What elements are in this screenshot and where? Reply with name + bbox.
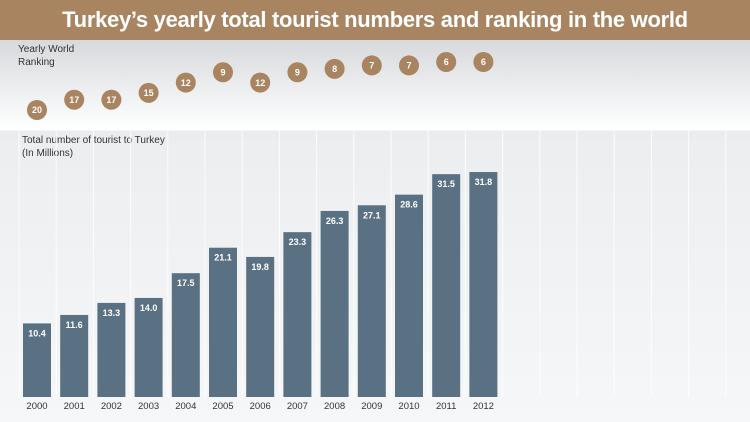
bar-value-label-2009: 27.1: [363, 210, 381, 220]
ranking-axis-label: Yearly World Ranking: [18, 44, 75, 68]
rank-value-2006: 12: [255, 78, 265, 88]
bar-2012: [469, 172, 498, 397]
bar-2003: [134, 297, 163, 397]
bar-2004: [171, 273, 200, 397]
rank-value-2000: 20: [32, 105, 42, 115]
rank-circle-2010: [399, 55, 419, 76]
bar-value-label-2004: 17.5: [177, 278, 195, 288]
bar-2006: [246, 256, 275, 397]
bar-2002: [97, 302, 126, 397]
year-label-2008: 2008: [324, 401, 345, 412]
rank-value-2001: 17: [69, 95, 79, 105]
bar-2005: [209, 247, 237, 397]
grid-lines: [18, 130, 727, 397]
bar-value-label-2006: 19.8: [251, 262, 269, 272]
rank-value-2002: 17: [106, 95, 116, 105]
bar-2009: [357, 205, 386, 397]
year-label-2003: 2003: [138, 401, 159, 412]
rank-circle-2004: [175, 72, 196, 93]
bar-2001: [60, 314, 89, 397]
year-label-2004: 2004: [175, 401, 196, 412]
year-label-2005: 2005: [212, 401, 233, 412]
year-label-2001: 2001: [64, 401, 85, 412]
rank-circle-2002: [101, 89, 122, 110]
year-label-2007: 2007: [287, 401, 308, 412]
year-label-2009: 2009: [361, 401, 382, 412]
rank-circle-2008: [324, 58, 345, 79]
ranking-band: [0, 40, 750, 130]
bar-value-label-2008: 26.3: [326, 216, 344, 226]
bar-2011: [432, 174, 461, 397]
rank-circle-2001: [64, 89, 85, 110]
tourists-axis-label: Total number of tourist to Turkey (In Mi…: [22, 135, 165, 159]
rank-value-2004: 12: [181, 78, 191, 88]
bar-value-label-2003: 14.0: [140, 303, 158, 313]
rank-circle-2003: [138, 82, 159, 103]
bar-value-label-2007: 23.3: [289, 237, 307, 247]
rank-value-2007: 9: [295, 67, 300, 77]
rank-value-2012: 6: [481, 57, 486, 67]
rank-circle-2012: [473, 52, 494, 72]
bar-value-label-2012: 31.8: [475, 177, 493, 187]
bar-2008: [320, 210, 349, 397]
bar-value-label-2001: 11.6: [66, 320, 83, 330]
rank-value-2010: 7: [406, 61, 411, 71]
bar-value-label-2005: 21.1: [214, 253, 232, 263]
bar-value-label-2011: 31.5: [437, 179, 455, 189]
rank-value-2005: 9: [220, 67, 225, 77]
rank-value-2011: 6: [444, 57, 449, 67]
bar-2007: [283, 232, 312, 397]
year-label-2011: 2011: [436, 401, 456, 412]
rank-value-2008: 8: [332, 64, 337, 74]
bar-value-label-2002: 13.3: [103, 308, 121, 318]
year-label-2006: 2006: [250, 401, 271, 412]
year-label-2010: 2010: [398, 401, 419, 412]
year-label-2002: 2002: [101, 401, 122, 412]
chart-title: Turkey’s yearly total tourist numbers an…: [0, 0, 750, 40]
year-label-2000: 2000: [26, 401, 47, 412]
bar-2010: [395, 194, 423, 397]
rank-value-2003: 15: [144, 88, 154, 98]
year-label-2012: 2012: [473, 401, 494, 412]
bar-2000: [23, 323, 51, 397]
rank-circle-2006: [250, 72, 271, 93]
rank-circle-2005: [213, 62, 233, 83]
bar-value-label-2010: 28.6: [400, 200, 418, 210]
rank-circle-2000: [27, 100, 47, 120]
rank-value-2009: 7: [369, 61, 374, 71]
rank-circle-2007: [287, 62, 308, 83]
rank-circle-2009: [361, 55, 382, 76]
bar-value-label-2000: 10.4: [28, 328, 46, 338]
rank-circle-2011: [436, 52, 457, 72]
